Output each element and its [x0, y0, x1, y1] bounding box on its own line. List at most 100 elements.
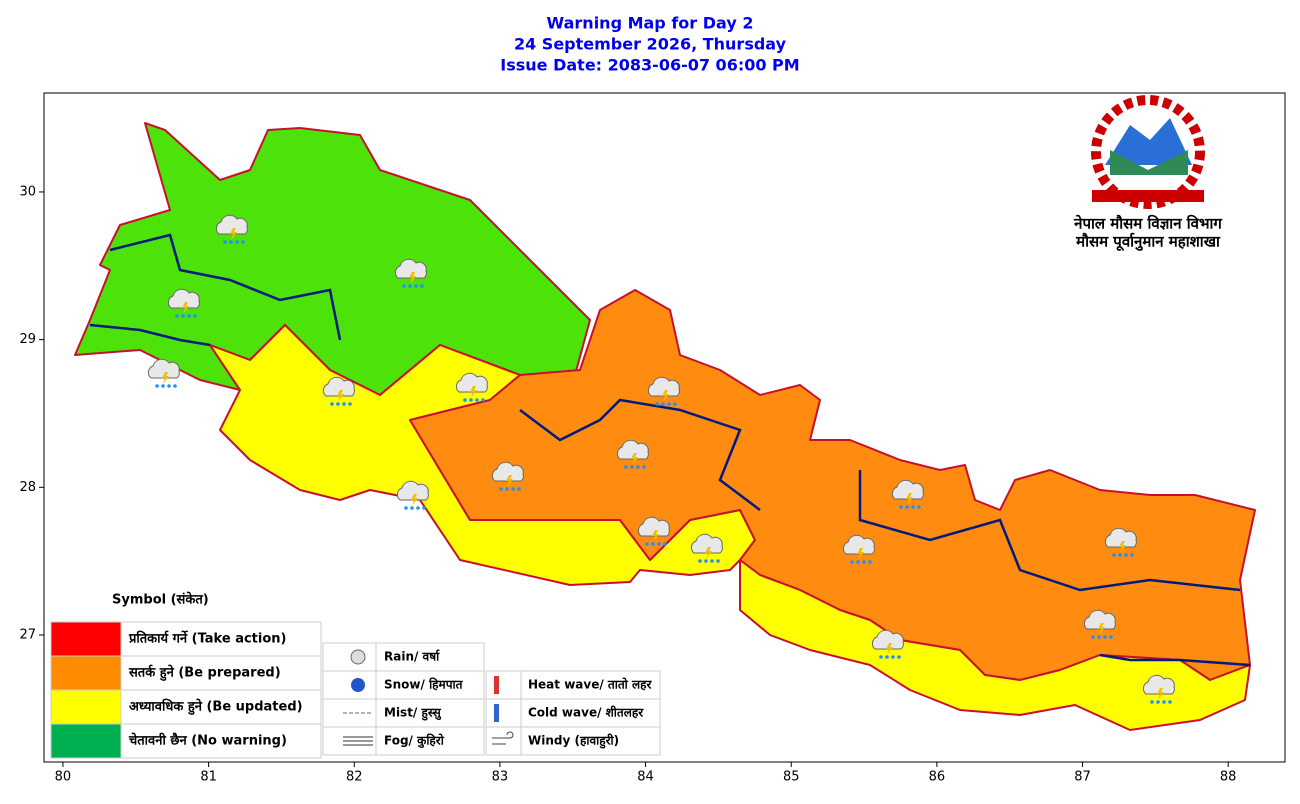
legend-cell [120, 655, 322, 691]
x-tick-label: 88 [1220, 770, 1237, 785]
cloud [147, 358, 180, 379]
rain-icon [1104, 527, 1137, 557]
lightning [337, 390, 344, 402]
cloud [690, 533, 723, 554]
symbol-icon-cell [485, 698, 522, 728]
symbol-cell [375, 642, 485, 672]
symbol-icon-cell [485, 670, 522, 700]
rain-icon [1142, 674, 1175, 704]
cold-glyph [494, 704, 499, 722]
region-be-prepared [409, 289, 1256, 681]
snow-glyph [351, 678, 365, 692]
symbol-icon-cell [485, 726, 522, 756]
lightning [631, 453, 638, 465]
raindrop [155, 384, 159, 388]
cloud [394, 258, 427, 279]
weather-icons [147, 214, 1175, 704]
raindrop [499, 487, 503, 491]
lightning [662, 390, 669, 402]
heat-glyph [494, 676, 499, 694]
lightning [652, 530, 659, 542]
symbol-icon-cell [322, 670, 377, 700]
lightning [1157, 688, 1164, 700]
rain-icon [322, 376, 355, 406]
cloud [491, 461, 524, 482]
rain-glyph [350, 649, 366, 665]
rain-icon [891, 479, 924, 509]
y-tick-label: 28 [19, 480, 36, 495]
logo-wreath [1091, 95, 1205, 209]
legend-label: अध्यावधिक हुने (Be updated) [129, 699, 303, 716]
region-be-updated-east [739, 559, 1251, 731]
legend-cell [120, 621, 322, 657]
raindrop [891, 655, 895, 659]
cloud [842, 534, 875, 555]
raindrop [342, 402, 346, 406]
raindrop [661, 402, 665, 406]
raindrop [235, 240, 239, 244]
raindrop [645, 542, 649, 546]
symbol-label: Windy (हावाहुरी) [528, 734, 619, 750]
raindrop [330, 402, 334, 406]
raindrop [167, 384, 171, 388]
raindrop [1168, 700, 1172, 704]
raindrop [911, 505, 915, 509]
legend-swatch [50, 689, 122, 725]
cloud [322, 376, 355, 397]
logo-text: नेपाल मौसम विज्ञान विभाग [1073, 215, 1222, 233]
title-line: Warning Map for Day 2 [547, 14, 754, 33]
x-tick-label: 85 [783, 770, 800, 785]
lightning [886, 643, 893, 655]
symbol-cell [375, 726, 485, 756]
legend-swatch [50, 723, 122, 759]
raindrop [905, 505, 909, 509]
raindrop [348, 402, 352, 406]
raindrop [408, 284, 412, 288]
regions [74, 122, 1256, 731]
lightning [230, 228, 237, 240]
raindrop [1097, 635, 1101, 639]
lightning [470, 386, 477, 398]
raindrop [173, 384, 177, 388]
legend-swatch [50, 621, 122, 657]
rain-icon [167, 288, 200, 318]
raindrop [897, 655, 901, 659]
raindrop [636, 465, 640, 469]
lightning [506, 475, 513, 487]
lightning [409, 272, 416, 284]
raindrop [868, 560, 872, 564]
rain-icon [147, 358, 180, 388]
raindrop [624, 465, 628, 469]
raindrop [657, 542, 661, 546]
raindrop [1091, 635, 1095, 639]
raindrop [1162, 700, 1166, 704]
raindrop [1103, 635, 1107, 639]
raindrop [850, 560, 854, 564]
raindrop [416, 506, 420, 510]
rain-icon [1083, 609, 1116, 639]
raindrop [667, 402, 671, 406]
cloud [167, 288, 200, 309]
symbol-cell [375, 698, 485, 728]
raindrop [1124, 553, 1128, 557]
wind-glyph [492, 731, 514, 745]
raindrop [422, 506, 426, 510]
symbol-cell [520, 726, 661, 756]
cloud [455, 372, 488, 393]
title-line: 24 September 2026, Thursday [514, 35, 787, 54]
x-tick-label: 84 [637, 770, 654, 785]
raindrop [463, 398, 467, 402]
province-boundary [109, 233, 342, 341]
rain-icon [491, 461, 524, 491]
raindrop [229, 240, 233, 244]
lightning [1119, 541, 1126, 553]
raindrop [475, 398, 479, 402]
legend-swatch [50, 655, 122, 691]
raindrop [885, 655, 889, 659]
rain-icon [871, 629, 904, 659]
raindrop [1130, 553, 1134, 557]
legend-label: सतर्क हुने (Be prepared) [128, 665, 281, 682]
raindrop [1112, 553, 1116, 557]
raindrop [402, 284, 406, 288]
y-tick-label: 30 [19, 184, 36, 199]
